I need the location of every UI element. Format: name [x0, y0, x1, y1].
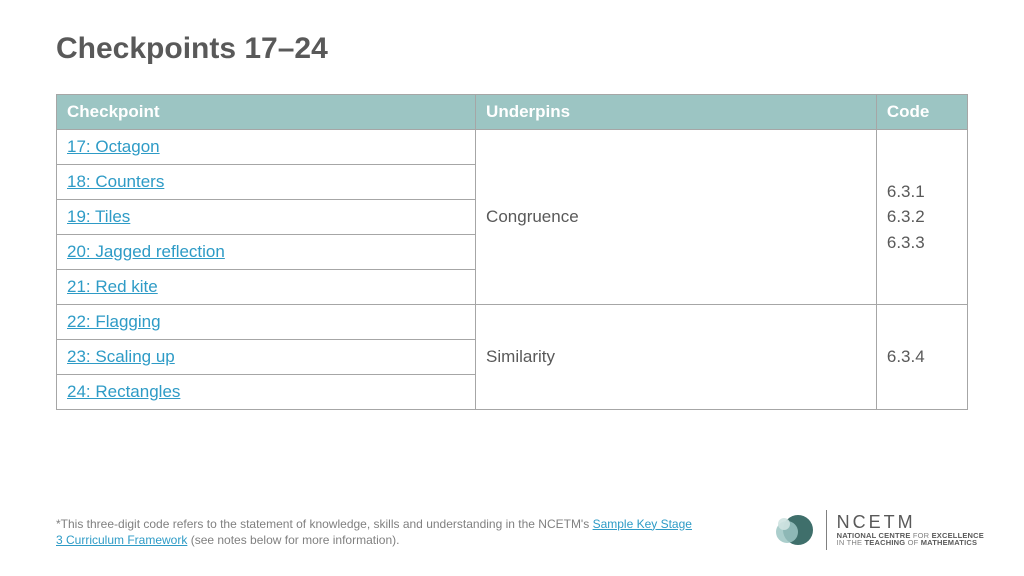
footnote-prefix: *This three-digit code refers to the sta…: [56, 517, 593, 531]
footnote-suffix: (see notes below for more information).: [187, 533, 399, 547]
checkpoint-link[interactable]: 24: Rectangles: [67, 382, 180, 401]
col-header-code: Code: [876, 95, 967, 130]
logo-word: TEACHING: [865, 538, 906, 547]
logo-word: IN THE: [837, 538, 865, 547]
logo-text: NCETM NATIONAL CENTRE FOR EXCELLENCE IN …: [837, 513, 984, 548]
code-value: 6.3.1: [887, 179, 957, 205]
table-row: 22: Flagging Similarity 6.3.4: [57, 305, 968, 340]
checkpoint-link[interactable]: 19: Tiles: [67, 207, 130, 226]
page-title: Checkpoints 17–24: [56, 32, 968, 66]
checkpoint-link[interactable]: 23: Scaling up: [67, 347, 175, 366]
col-header-checkpoint: Checkpoint: [57, 95, 476, 130]
checkpoint-link[interactable]: 20: Jagged reflection: [67, 242, 225, 261]
slide: Checkpoints 17–24 Checkpoint Underpins C…: [0, 0, 1024, 576]
code-value: 6.3.4: [887, 344, 957, 370]
code-value: 6.3.2: [887, 204, 957, 230]
col-header-underpins: Underpins: [476, 95, 877, 130]
checkpoint-link[interactable]: 18: Counters: [67, 172, 164, 191]
underpins-cell: Similarity: [476, 305, 877, 410]
logo-mark-icon: [772, 508, 816, 552]
table-row: 17: Octagon Congruence 6.3.1 6.3.2 6.3.3: [57, 130, 968, 165]
code-value: 6.3.3: [887, 230, 957, 256]
code-cell: 6.3.4: [876, 305, 967, 410]
logo-acronym: NCETM: [837, 513, 984, 532]
table-header-row: Checkpoint Underpins Code: [57, 95, 968, 130]
underpins-cell: Congruence: [476, 130, 877, 305]
logo-separator: [826, 510, 827, 550]
checkpoint-link[interactable]: 17: Octagon: [67, 137, 160, 156]
checkpoint-link[interactable]: 21: Red kite: [67, 277, 158, 296]
logo-word: OF: [905, 538, 920, 547]
footnote: *This three-digit code refers to the sta…: [56, 516, 696, 548]
ncetm-logo: NCETM NATIONAL CENTRE FOR EXCELLENCE IN …: [772, 508, 984, 552]
checkpoint-link[interactable]: 22: Flagging: [67, 312, 161, 331]
code-cell: 6.3.1 6.3.2 6.3.3: [876, 130, 967, 305]
logo-line-3: IN THE TEACHING OF MATHEMATICS: [837, 539, 984, 547]
checkpoints-table: Checkpoint Underpins Code 17: Octagon Co…: [56, 94, 968, 410]
logo-word: MATHEMATICS: [921, 538, 978, 547]
